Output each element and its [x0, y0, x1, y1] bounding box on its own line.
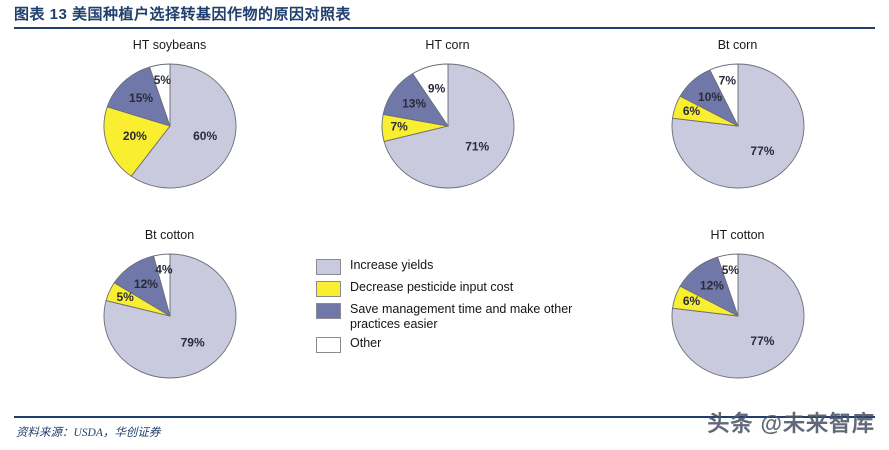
pie-panel-bt-cotton: Bt cotton 79% 5% 12% 4% [52, 228, 287, 390]
pie-slice [411, 63, 448, 128]
pie-panel-bt-corn: Bt corn 77% 6% 10% 7% [620, 38, 855, 200]
pie-title: HT soybeans [132, 38, 207, 52]
footer-divider [14, 416, 875, 418]
pie-slice-label: 13% [402, 97, 426, 111]
chart-legend: Increase yields Decrease pesticide input … [316, 258, 584, 358]
pie-slice [130, 63, 236, 189]
pie-slice [671, 63, 804, 189]
pie-slice-label: 77% [750, 334, 774, 348]
pie-slice-label: 4% [155, 263, 173, 277]
pie-slice-label: 15% [129, 91, 153, 105]
legend-swatch-icon [316, 281, 341, 297]
pie-chart: 79% 5%12%4% [103, 253, 236, 379]
pie-slice-label: 12% [699, 279, 723, 293]
pie-title: Bt corn [717, 38, 758, 52]
legend-label: Increase yields [350, 258, 434, 272]
legend-label: Other [350, 336, 382, 350]
pie-title: HT cotton [710, 228, 765, 242]
pie-slice-label: 5% [721, 263, 739, 277]
page-title: 图表 13 美国种植户选择转基因作物的原因对照表 [14, 6, 352, 23]
pie-slice [708, 63, 738, 127]
pie-title: HT corn [425, 38, 470, 52]
pie-slice [152, 253, 170, 317]
pie-slice [148, 63, 170, 127]
pie-slice-label: 5% [153, 73, 171, 87]
pie-slice-label: 77% [750, 144, 774, 158]
header-divider [14, 27, 875, 29]
legend-item: Save management time and make other prac… [316, 302, 584, 331]
pie-panel-ht-cotton: HT cotton 77% 6% 12% 5% [620, 228, 855, 390]
pie-chart: 77% 6%12% 5% [671, 253, 804, 379]
pie-chart: 71% 7% 13%9% [381, 63, 514, 189]
source-note: 资料来源：USDA，华创证券 [16, 427, 161, 439]
pie-slice [671, 253, 804, 379]
pie-slice [103, 106, 171, 177]
pie-slice-label: 7% [718, 73, 736, 87]
watermark: 头条 @未来智库 [707, 411, 875, 436]
pie-chart: 77% 6%10% 7% [671, 63, 804, 189]
legend-label: Decrease pesticide input cost [350, 280, 514, 294]
pie-slice-label: 79% [180, 336, 204, 350]
pie-slice-label: 9% [427, 81, 445, 95]
pie-title: Bt cotton [144, 228, 195, 242]
pie-slice-label: 6% [682, 294, 700, 308]
pie-panel-ht-corn: HT corn 71% 7% 13% 9% [330, 38, 565, 200]
legend-item: Other [316, 336, 584, 353]
legend-swatch-icon [316, 337, 341, 353]
pie-slice-label: 6% [682, 104, 700, 118]
legend-item: Decrease pesticide input cost [316, 280, 584, 297]
legend-label: Save management time and make other prac… [350, 302, 573, 331]
pie-slice [716, 253, 738, 317]
legend-item: Increase yields [316, 258, 584, 275]
legend-swatch-icon [316, 259, 341, 275]
pie-slice-label: 71% [465, 139, 489, 153]
pie-slice-label: 5% [116, 290, 134, 304]
pie-slice-label: 7% [390, 120, 408, 134]
pie-slice-label: 12% [133, 277, 157, 291]
pie-slice-label: 60% [193, 129, 217, 143]
pie-panel-ht-soybeans: HT soybeans 60% 20% 15% 5% [52, 38, 287, 200]
pie-slice-label: 20% [122, 129, 146, 143]
pie-chart: 60% 20% 15%5% [103, 63, 236, 189]
pie-slice [383, 63, 514, 189]
pie-slice-label: 10% [697, 90, 721, 104]
legend-swatch-icon [316, 303, 341, 319]
